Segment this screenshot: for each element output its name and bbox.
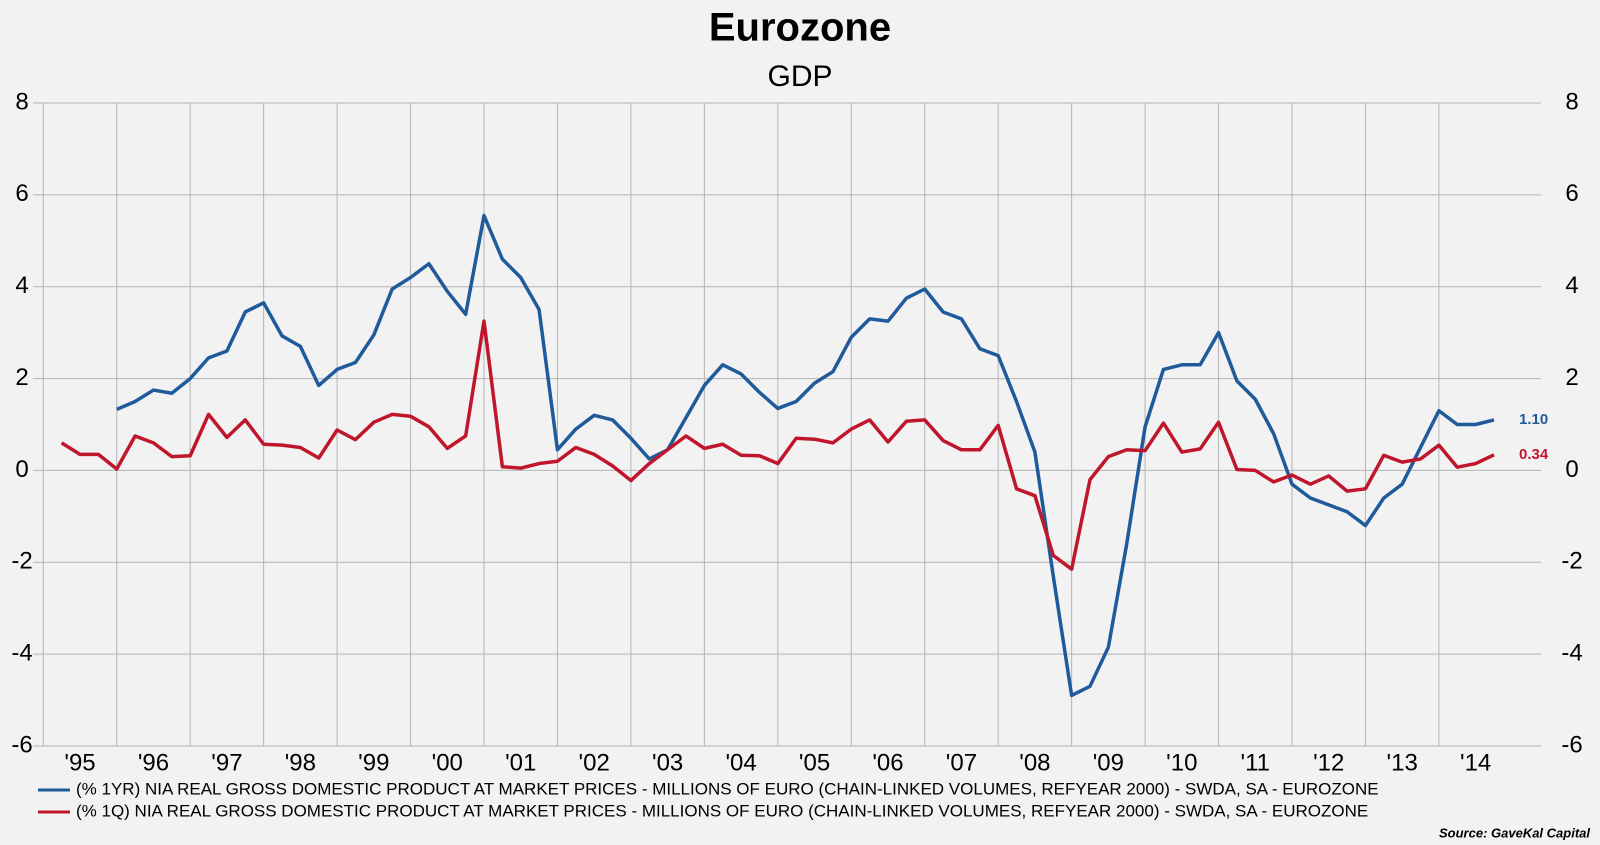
y2-tick-label: -2: [1561, 548, 1582, 575]
x-tick-label: '95: [64, 749, 95, 776]
y-tick-label: -2: [11, 548, 32, 575]
y2-tick-label: 0: [1565, 456, 1578, 483]
y-tick-label: 8: [15, 88, 28, 115]
y2-tick-label: 8: [1565, 88, 1578, 115]
y2-tick-label: 2: [1565, 364, 1578, 391]
x-tick-label: '14: [1460, 749, 1491, 776]
x-tick-label: '99: [358, 749, 389, 776]
x-tick-label: '08: [1019, 749, 1050, 776]
y2-tick-label: -4: [1561, 639, 1582, 666]
x-tick-label: '04: [725, 749, 756, 776]
y-tick-label: 0: [15, 456, 28, 483]
x-tick-label: '05: [799, 749, 830, 776]
x-tick-label: '97: [211, 749, 242, 776]
x-tick-label: '10: [1166, 749, 1197, 776]
series-line: [116, 213, 1495, 698]
source-note: Source: GaveKal Capital: [1439, 825, 1590, 840]
x-tick-label: '00: [432, 749, 463, 776]
series-line: [60, 319, 1495, 571]
x-tick-label: '07: [946, 749, 977, 776]
y-tick-label: -6: [11, 731, 32, 758]
end-label: 0.34: [1519, 446, 1549, 463]
x-tick-label: '13: [1387, 749, 1418, 776]
x-tick-label: '02: [579, 749, 610, 776]
x-tick-label: '09: [1093, 749, 1124, 776]
x-tick-label: '98: [285, 749, 316, 776]
x-tick-label: '06: [872, 749, 903, 776]
x-tick-label: '01: [505, 749, 536, 776]
y2-tick-label: -6: [1561, 731, 1582, 758]
legend-label: (% 1YR) NIA REAL GROSS DOMESTIC PRODUCT …: [76, 779, 1379, 798]
chart-subtitle: GDP: [767, 60, 832, 93]
y-tick-label: -4: [11, 639, 32, 666]
x-tick-label: '12: [1313, 749, 1344, 776]
x-tick-label: '11: [1241, 749, 1271, 776]
y2-tick-label: 6: [1565, 180, 1578, 207]
y2-tick-label: 4: [1565, 272, 1578, 299]
legend-label: (% 1Q) NIA REAL GROSS DOMESTIC PRODUCT A…: [76, 801, 1368, 820]
chart-title: Eurozone: [709, 6, 891, 50]
end-label: 1.10: [1519, 411, 1548, 428]
y-tick-label: 2: [15, 364, 28, 391]
x-tick-label: '96: [138, 749, 169, 776]
y-tick-label: 4: [15, 272, 28, 299]
y-tick-label: 6: [15, 180, 28, 207]
x-tick-label: '03: [652, 749, 683, 776]
